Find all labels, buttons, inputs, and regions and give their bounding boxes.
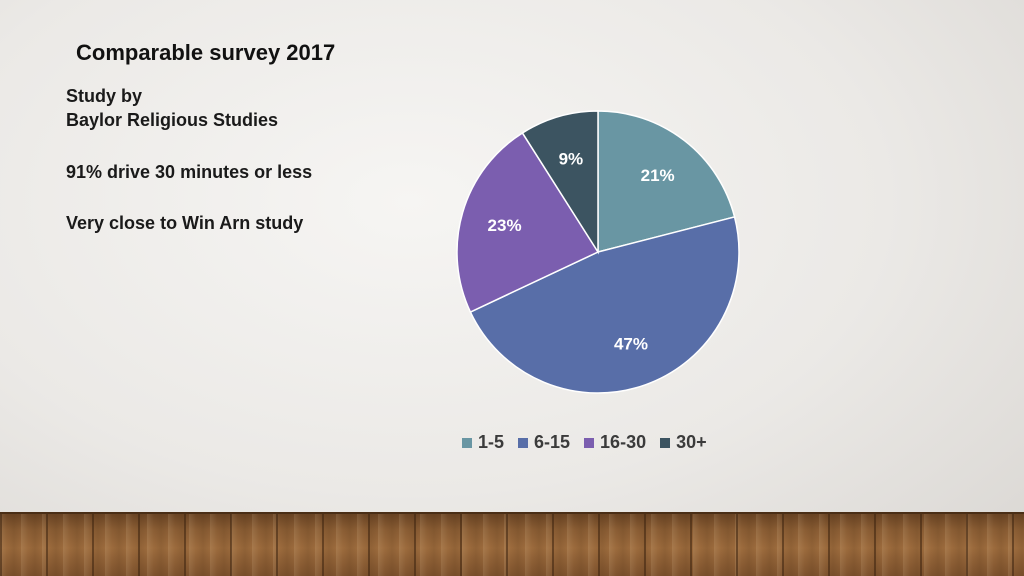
pie-label-30+: 9%	[559, 150, 584, 169]
slide-title: Comparable survey 2017	[76, 40, 336, 65]
legend-item-30+: 30+	[660, 432, 707, 453]
pie-label-16-30: 23%	[488, 216, 522, 235]
body-line-win-arn: Very close to Win Arn study	[66, 213, 304, 233]
pie-slice-1-5	[597, 110, 736, 253]
pie-slice-30+	[521, 110, 599, 255]
legend-item-6-15: 6-15	[518, 432, 570, 453]
pie-chart: 21% 47% 23% 9%	[456, 110, 740, 394]
legend-swatch	[660, 437, 671, 448]
legend-swatch	[518, 437, 529, 448]
legend-label: 16-30	[600, 432, 647, 452]
legend-swatch	[462, 437, 472, 448]
legend-label: 30+	[676, 432, 707, 452]
pie-slice-16-30	[456, 131, 600, 314]
legend-item-16-30: 16-30	[584, 432, 646, 453]
legend-label: 1-5	[478, 432, 505, 452]
body-line-study-by: Study by	[66, 86, 143, 106]
legend-label: 6-15	[534, 432, 571, 452]
pie-label-6-15: 47%	[614, 335, 648, 354]
body-line-baylor: Baylor Religious Studies	[66, 110, 279, 130]
pie-slice-6-15	[469, 216, 740, 394]
legend-swatch	[584, 437, 595, 448]
chart-legend: 1-5 6-15 16-30 30+	[462, 432, 721, 453]
pie-label-1-5: 21%	[641, 166, 675, 185]
floor-edge	[0, 512, 1024, 515]
wood-floor	[0, 514, 1024, 576]
legend-item-1-5: 1-5	[462, 432, 504, 453]
body-line-drive-stat: 91% drive 30 minutes or less	[66, 162, 313, 182]
